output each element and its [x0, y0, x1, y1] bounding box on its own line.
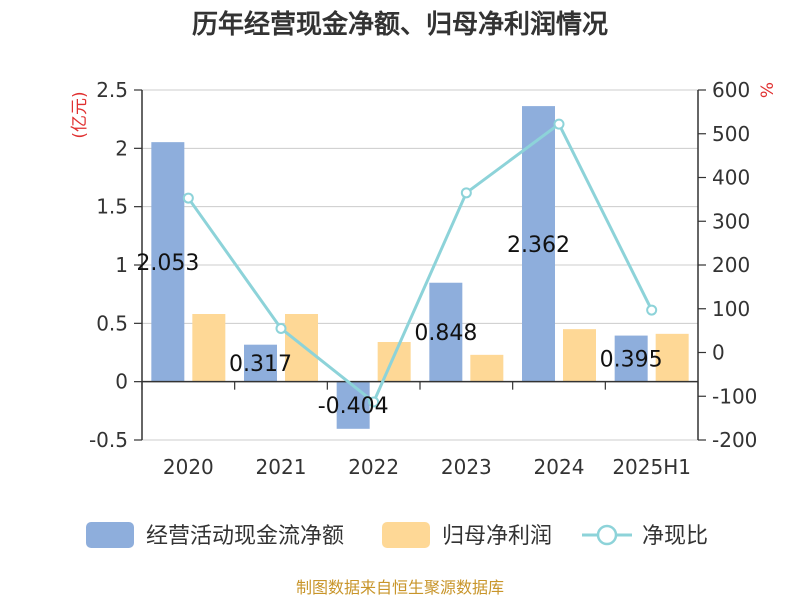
data-label: 2.362: [507, 233, 570, 258]
ratio-point: [275, 322, 287, 334]
ratio-point: [553, 118, 565, 130]
chart-title: 历年经营现金净额、归母净利润情况: [192, 9, 608, 40]
legend: 经营活动现金流净额 归母净利润 净现比: [86, 522, 708, 549]
bar-cashflow: [429, 282, 463, 382]
ratio-point: [368, 396, 380, 408]
data-label: 0.395: [600, 348, 663, 373]
bar-net-profit: [377, 342, 411, 382]
y-right-tick-label: 200: [712, 253, 750, 277]
bar-net-profit: [285, 314, 318, 382]
ratio-point: [460, 187, 472, 199]
bar-net-profit: [470, 354, 504, 382]
legend-marker-ratio: [596, 524, 618, 546]
legend-swatch-net-profit: [382, 522, 430, 548]
y-right-tick-label: -100: [712, 384, 757, 408]
legend-swatch-cashflow: [86, 522, 134, 548]
bar-net-profit: [192, 314, 226, 382]
ratio-line-path: [187, 121, 654, 405]
y-right-tick-label: 500: [712, 122, 750, 146]
y-right-tick-label: 0: [712, 341, 725, 365]
legend-label-net-profit: 归母净利润: [442, 524, 552, 549]
source-note: 制图数据来自恒生聚源数据库: [296, 578, 504, 597]
y-right-tick-label: 300: [712, 209, 750, 233]
x-tick-label: 2025H1: [612, 455, 691, 479]
data-labels: 2.053 0.317 -0.404 0.848 2.362 0.395: [136, 233, 662, 419]
x-tick-label: 2022: [348, 455, 399, 479]
bar-cashflow: [151, 142, 185, 382]
x-tick-label: 2021: [256, 455, 307, 479]
bar-net-profit: [563, 329, 596, 382]
y-left-tick-label: 1.5: [96, 195, 128, 219]
y-right-tick-label: 600: [712, 78, 750, 102]
x-tick-label: 2024: [534, 455, 585, 479]
y-right-unit: %: [758, 82, 778, 98]
y-left-tick-label: 2: [115, 136, 128, 160]
data-label: -0.404: [318, 394, 389, 419]
bars: [151, 106, 689, 429]
axes: -0.5 0 0.5 1 1.5 2 2.5 -200 -100 0 100 200 300 400 500…: [89, 78, 757, 479]
bar-cashflow: [244, 344, 277, 382]
legend-label-cashflow: 经营活动现金流净额: [146, 524, 344, 549]
x-tick-label: 2023: [441, 455, 492, 479]
data-label: 0.317: [229, 352, 292, 377]
legend-label-ratio: 净现比: [642, 524, 708, 549]
data-label: 2.053: [136, 251, 199, 276]
ratio-line: [182, 118, 658, 408]
ratio-point: [646, 304, 658, 316]
y-left-tick-label: 0: [115, 370, 128, 394]
y-right-tick-label: 400: [712, 166, 750, 190]
bar-cashflow: [522, 106, 555, 382]
y-left-tick-label: 0.5: [96, 311, 128, 335]
x-tick-label: 2020: [163, 455, 214, 479]
data-label: 0.848: [414, 321, 477, 346]
ratio-point: [182, 192, 194, 204]
y-left-tick-label: 1: [115, 253, 128, 277]
bar-cashflow: [614, 335, 648, 382]
bar-cashflow: [336, 381, 370, 429]
y-left-tick-label: -0.5: [89, 428, 128, 452]
y-right-tick-label: -200: [712, 428, 757, 452]
y-left-unit: (亿元): [70, 91, 90, 138]
y-left-tick-label: 2.5: [96, 78, 128, 102]
y-right-tick-label: 100: [712, 297, 750, 321]
bar-net-profit: [655, 333, 689, 382]
